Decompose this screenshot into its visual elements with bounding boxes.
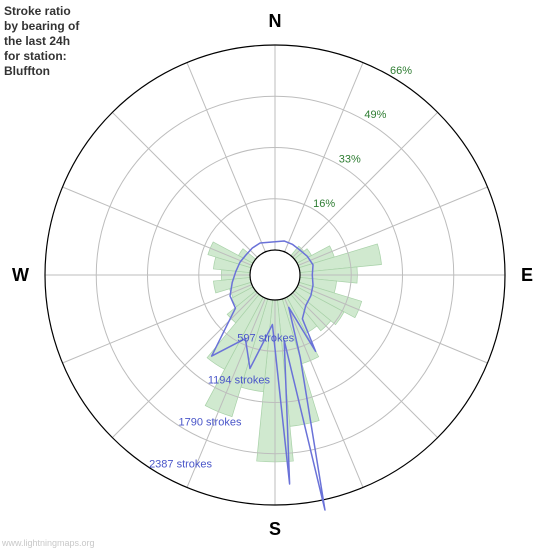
cardinal-label: W (12, 265, 29, 285)
cardinal-label: N (269, 11, 282, 31)
stroke-count-label: 1194 strokes (208, 374, 271, 386)
stroke-count-label: 597 strokes (237, 332, 294, 344)
cardinal-label: E (521, 265, 533, 285)
grid-spoke (63, 187, 275, 275)
ring-percent-label: 33% (339, 154, 361, 166)
inner-circle (250, 250, 300, 300)
ring-percent-label: 49% (364, 109, 386, 121)
ring-percent-label: 16% (313, 198, 335, 210)
polar-chart: 16% 33% 49% 66% 597 strokes 1194 strokes 1790 … (0, 0, 550, 550)
ring-percent-label: 66% (390, 65, 412, 77)
stroke-count-label: 2387 strokes (149, 458, 212, 470)
stroke-count-label: 1790 strokes (178, 416, 241, 428)
cardinal-label: S (269, 519, 281, 539)
